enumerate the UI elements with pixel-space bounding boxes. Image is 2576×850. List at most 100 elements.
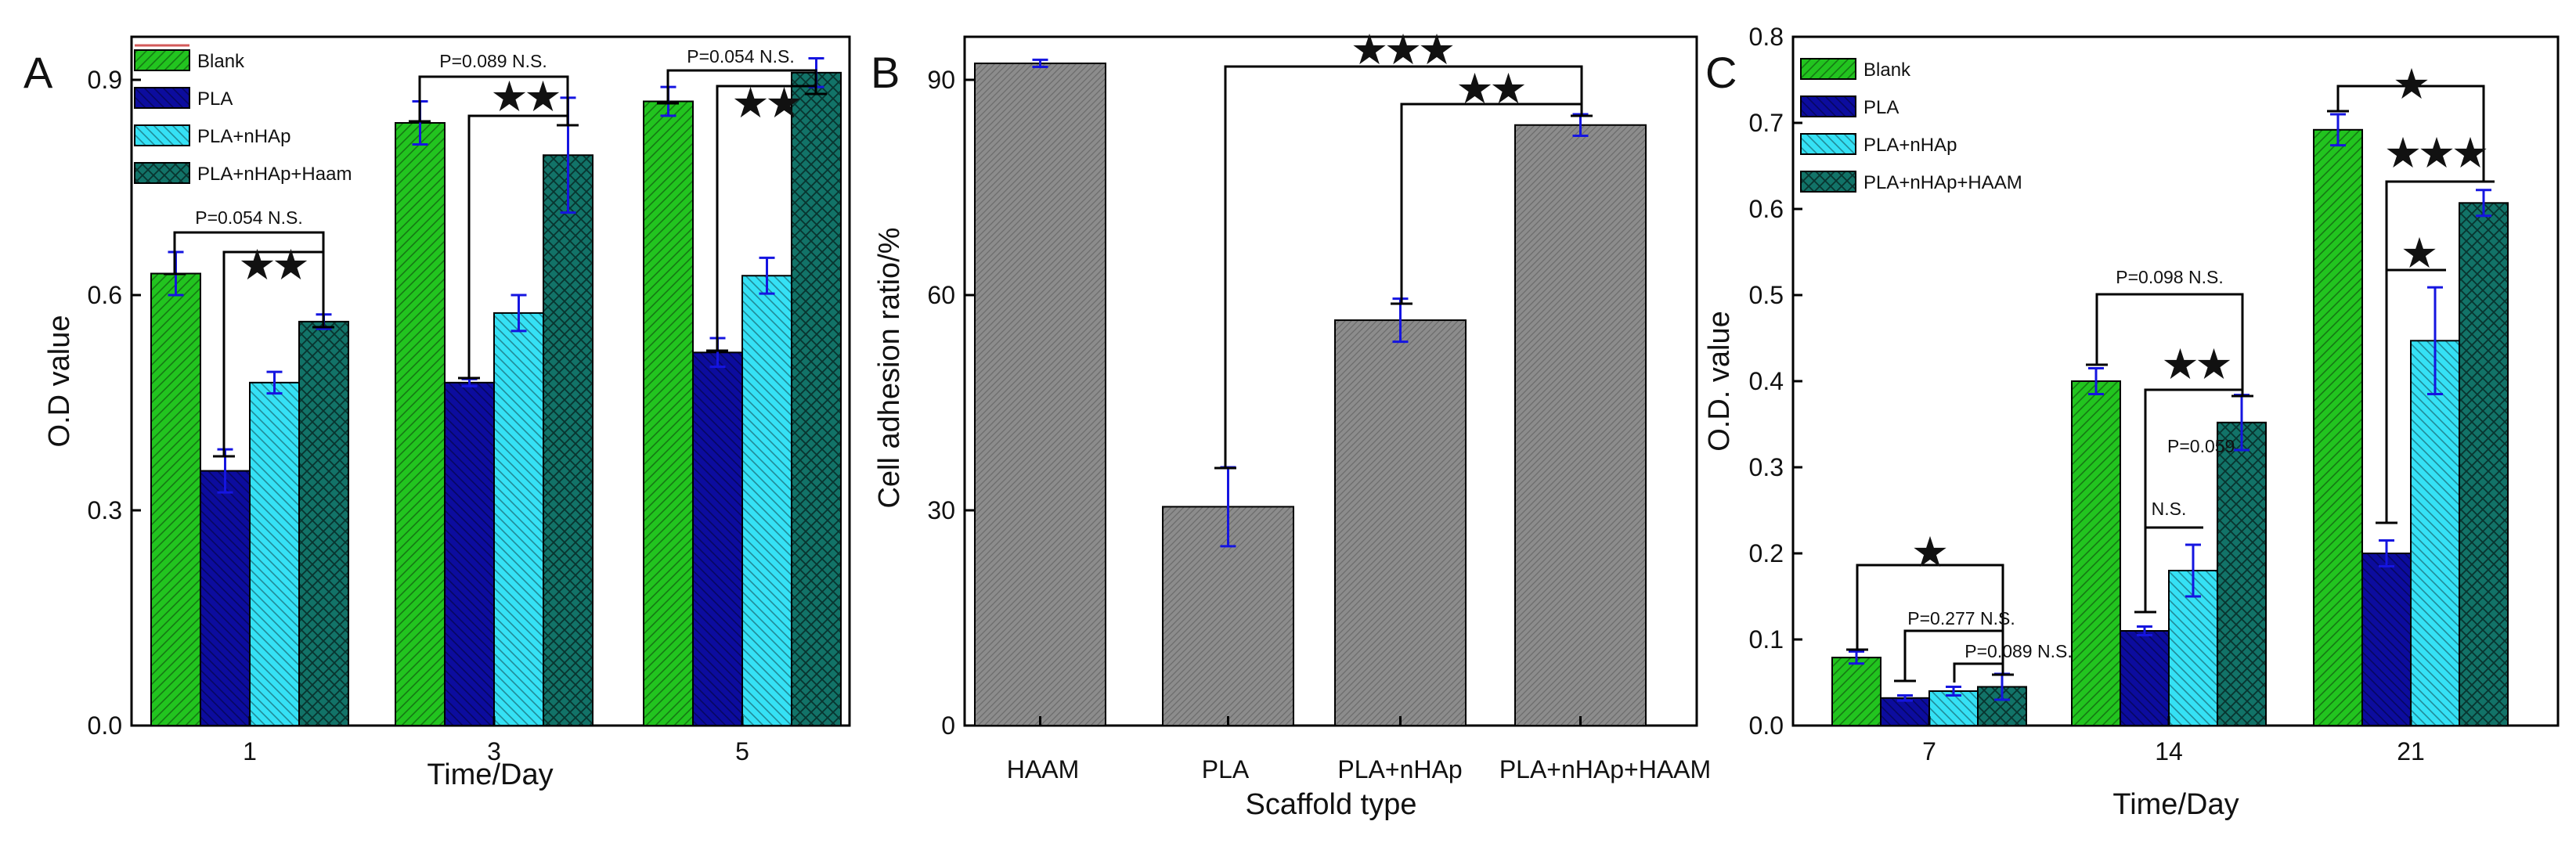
x-tick-label-1: 1 <box>243 737 257 765</box>
bracket-pla-vs-haam-combo <box>1224 65 1583 468</box>
bracket-day21-pla-vs-nhap <box>2385 268 2435 523</box>
bracket-pla-nhap-vs-haam-combo <box>1400 103 1583 304</box>
panel-b-significance: ★★★★★ <box>1214 30 1593 470</box>
panel-c-significance: ★P=0.277 N.S.P=0.089 N.S.P=0.098 N.S.★★N… <box>1846 64 2495 683</box>
annotation-day7-pvalue-b: P=0.089 N.S. <box>1964 641 2072 661</box>
annotation-pla-stars: ★★★ <box>1352 30 1453 71</box>
y-tick-label-30: 30 <box>927 496 955 524</box>
panel-a-xlabel: Time/Day <box>427 758 553 791</box>
bracket-day21-blank-vs-haam <box>2336 85 2485 182</box>
bar-pla-nhap-haam-day-5 <box>791 71 842 727</box>
y-tick-label-60: 60 <box>927 281 955 309</box>
bracket-day14-pla-vs-haam <box>2144 388 2244 612</box>
error-bar-pla-nhap-day-7 <box>1946 686 1961 697</box>
y-tick-label-90: 90 <box>927 66 955 94</box>
annotation-day14-pvalue: P=0.098 N.S. <box>2116 267 2223 287</box>
y-tick-label-0.7: 0.7 <box>1749 109 1784 137</box>
error-bar-pla-nhap-day-5 <box>759 256 775 295</box>
x-tick-label-pla: PLA <box>1202 755 1250 783</box>
error-bar-haam <box>1032 58 1048 68</box>
legend-label-pla-nhap-haam: PLA+nHAp+Haam <box>197 164 352 185</box>
y-tick-label-0: 0 <box>941 711 955 740</box>
legend-swatch-blank <box>1800 58 1856 80</box>
panel-c-chart: C 7 14 21 0.0 0.1 0.2 0.3 0.4 0.5 0.6 0.7 0.8 O.D. … <box>1703 23 2560 821</box>
panel-c-letter: C <box>1705 48 1737 97</box>
panel-c-ylabel: O.D. value <box>1703 311 1736 452</box>
legend-label-pla: PLA <box>1863 97 1899 118</box>
annotation-day14-ns: N.S. <box>2152 499 2187 519</box>
x-tick-label-7: 7 <box>1922 737 1936 765</box>
panel-b-xlabel: Scaffold type <box>1245 788 1416 821</box>
bracket-day3-blank-vs-haam <box>418 75 569 125</box>
x-tick-label-3: 3 <box>487 737 501 765</box>
y-tick-label-0.2: 0.2 <box>1749 539 1784 567</box>
y-tick-label-0.0: 0.0 <box>1749 711 1784 740</box>
bar-pla-day-1 <box>200 470 251 726</box>
error-bar-pla-nhap-haam-day-21 <box>2476 189 2491 218</box>
bar-pla-day-5 <box>692 351 743 726</box>
y-tick-label-0.9: 0.9 <box>88 66 122 94</box>
bracket-day1-pla-vs-haam <box>222 250 325 456</box>
y-tick-label-0.3: 0.3 <box>1749 453 1784 481</box>
error-bar-pla-nhap-day-21 <box>2427 286 2443 395</box>
legend-swatch-pla <box>134 87 190 109</box>
annotation-day14-pvalue-b: P=0.059 <box>2167 436 2235 456</box>
bar-pla-nhap-haam-day-21 <box>2459 202 2509 726</box>
x-tick-label-14: 14 <box>2155 737 2183 765</box>
panel-b-chart: B HAAM PLA PLA+nHAp PLA+nHAp+HAAM 0 30 60 90 Ce… <box>871 30 1711 821</box>
legend-label-pla-nhap: PLA+nHAp <box>197 126 290 147</box>
legend-swatch-pla-nhap <box>1800 133 1856 155</box>
legend-swatch-pla-nhap <box>134 124 190 146</box>
y-tick-label-0.5: 0.5 <box>1749 281 1784 309</box>
annotation-day5-stars: ★★ <box>734 83 801 124</box>
panel-b-letter: B <box>871 48 900 97</box>
bracket-day3-pla-vs-haam <box>467 114 569 378</box>
bar-pla-day-14 <box>2120 630 2170 726</box>
legend-label-pla-nhap: PLA+nHAp <box>1863 135 1957 156</box>
bracket-day5-pla-vs-haam <box>716 85 817 351</box>
bar-pla-nhap-haam <box>1514 124 1647 726</box>
annotation-day21-star: ★ <box>2394 64 2428 106</box>
y-tick-label-0.0: 0.0 <box>88 711 122 740</box>
legend-label-blank: Blank <box>197 51 245 72</box>
x-tick-label-haam: HAAM <box>1007 755 1079 783</box>
bar-pla-nhap-day-14 <box>2168 570 2218 726</box>
bar-pla-day-7 <box>1880 697 1930 726</box>
x-tick-label-pla-nhap-haam: PLA+nHAp+HAAM <box>1499 755 1711 783</box>
error-bar-pla-nhap-day-1 <box>266 370 283 395</box>
panel-a-chart: A 1 3 5 0.0 0.3 0.6 0.9 O.D value Time/Day Bla… <box>23 35 851 791</box>
annotation-day1-pvalue: P=0.054 N.S. <box>195 207 302 228</box>
panel-a-significance: P=0.054 N.S. ★★ P=0.089 N.S. ★★ P=0.054 N.S.… <box>164 46 827 458</box>
annotation-day1-stars: ★★ <box>240 245 308 286</box>
bar-blank-day-1 <box>150 272 201 726</box>
legend-label-blank: Blank <box>1863 59 1911 81</box>
panel-c-xlabel: Time/Day <box>2112 788 2239 821</box>
annotation-pla-nhap-stars: ★★ <box>1458 69 1525 110</box>
y-tick-label-0.1: 0.1 <box>1749 625 1784 654</box>
error-bar-pla-nhap-day-14 <box>2185 543 2201 598</box>
bar-blank-day-7 <box>1831 657 1881 726</box>
legend-label-pla-nhap-haam: PLA+nHAp+HAAM <box>1863 172 2022 193</box>
y-tick-label-0.6: 0.6 <box>88 281 122 309</box>
annotation-day5-pvalue: P=0.054 N.S. <box>687 46 794 67</box>
bracket-day7-pla-vs-haam <box>1903 629 2004 681</box>
x-tick-label-21: 21 <box>2397 737 2425 765</box>
error-bar-blank-day-7 <box>1849 650 1864 665</box>
y-tick-label-0.4: 0.4 <box>1749 367 1784 395</box>
bar-pla-nhap-day-5 <box>741 275 792 726</box>
annotation-day3-pvalue: P=0.089 N.S. <box>439 51 547 71</box>
bar-pla-day-3 <box>444 381 495 726</box>
annotation-day21-star-b: ★ <box>2402 233 2436 275</box>
bracket-day7-blank-vs-haam <box>1856 564 2004 675</box>
error-bar-blank-day-21 <box>2330 113 2346 147</box>
legend-label-pla: PLA <box>197 88 233 110</box>
y-tick-label-0.6: 0.6 <box>1749 195 1784 223</box>
legend-swatch-blank <box>134 49 190 71</box>
error-bar-pla-day-14 <box>2137 625 2152 636</box>
bar-blank-day-5 <box>643 100 694 726</box>
bar-haam <box>974 62 1106 726</box>
panel-a-legend: Blank PLA PLA+nHAp PLA+nHAp+Haam <box>134 44 352 185</box>
panel-b-plot-frame <box>963 35 1698 727</box>
bar-pla-nhap-haam-day-14 <box>2217 421 2267 726</box>
